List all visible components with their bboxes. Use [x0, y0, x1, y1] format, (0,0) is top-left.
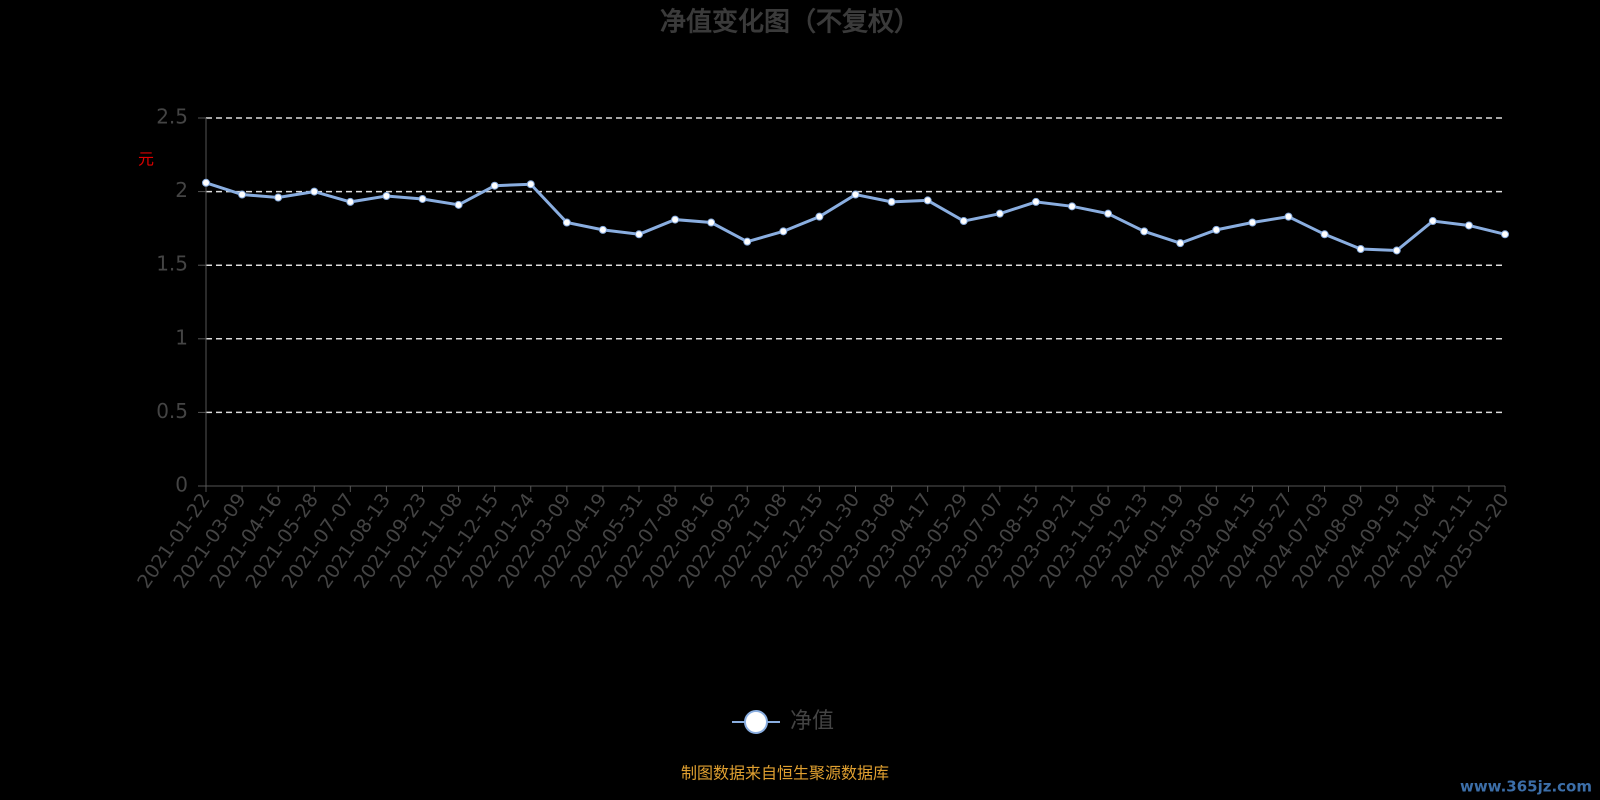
data-point [1464, 221, 1473, 230]
data-point [1392, 246, 1401, 255]
data-point [382, 192, 391, 201]
chart-title: 净值变化图（不复权） [660, 7, 920, 38]
data-point [1248, 218, 1257, 227]
y-tick-label: 1.5 [156, 252, 188, 276]
data-point [526, 180, 535, 189]
data-point [1104, 209, 1113, 218]
data-point [851, 190, 860, 199]
data-point [598, 225, 607, 234]
data-point [1356, 245, 1365, 254]
data-point [815, 212, 824, 221]
y-tick-label: 2.5 [156, 105, 188, 129]
legend-label: 净值 [790, 709, 834, 734]
y-tick-label: 0.5 [156, 399, 188, 423]
data-point [743, 237, 752, 246]
watermark: www.365jz.com [1460, 778, 1592, 796]
data-point [1031, 197, 1040, 206]
data-point [490, 181, 499, 190]
data-point [635, 230, 643, 239]
data-point [1320, 230, 1329, 239]
data-point [779, 227, 788, 236]
data-point [310, 187, 319, 196]
data-point [418, 194, 427, 203]
legend-marker [744, 710, 768, 734]
data-point [1068, 202, 1076, 211]
y-axis-label: 元 [138, 150, 154, 169]
data-point [1140, 227, 1149, 236]
data-point [995, 209, 1004, 218]
data-point [923, 196, 932, 205]
data-point [346, 197, 355, 206]
data-point [959, 217, 968, 226]
data-point [1428, 217, 1437, 226]
data-point [274, 193, 283, 202]
data-point [562, 218, 571, 227]
data-point [707, 218, 716, 227]
source-note: 制图数据来自恒生聚源数据库 [681, 764, 889, 783]
data-point [1284, 212, 1293, 221]
data-point [1501, 230, 1509, 239]
data-point [202, 178, 210, 187]
y-tick-label: 1 [175, 325, 188, 349]
data-point [454, 200, 463, 209]
data-point [238, 190, 247, 199]
data-point [1212, 225, 1221, 234]
y-tick-label: 2 [175, 178, 188, 202]
data-point [671, 215, 680, 224]
data-point [887, 197, 896, 206]
y-tick-label: 0 [175, 473, 188, 497]
data-point [1176, 239, 1185, 248]
